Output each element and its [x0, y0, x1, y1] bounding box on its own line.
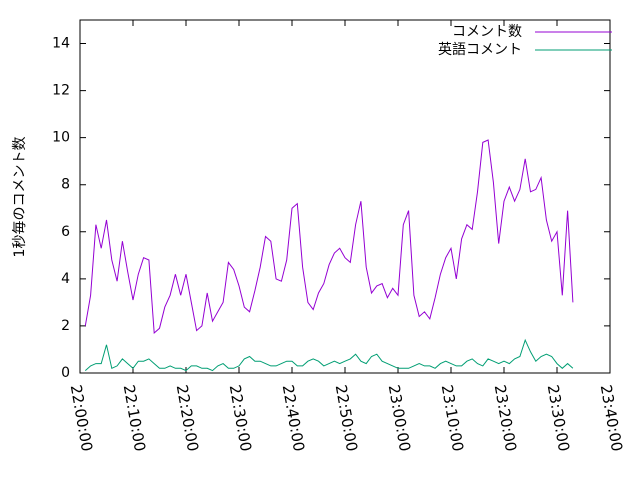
x-tick-label: 22:00:00 [67, 383, 96, 452]
y-tick-label: 10 [52, 130, 70, 146]
x-tick-label: 22:30:00 [226, 383, 255, 452]
x-tick-label: 23:10:00 [438, 383, 467, 452]
legend-label: 英語コメント [438, 41, 522, 58]
data-line [84, 338, 574, 372]
y-tick-label: 12 [52, 83, 70, 99]
legend-label: コメント数 [452, 24, 522, 40]
x-tick-label: 22:10:00 [120, 383, 149, 452]
x-tick-label: 22:20:00 [173, 383, 202, 452]
x-tick-label: 22:40:00 [279, 383, 308, 452]
x-tick-label: 22:50:00 [332, 383, 361, 452]
x-tick-label: 23:40:00 [597, 383, 626, 452]
y-axis-label: 1秒毎のコメント数 [12, 137, 28, 258]
y-tick-label: 14 [52, 36, 70, 52]
x-tick-label: 23:30:00 [544, 383, 573, 452]
x-tick-label: 23:00:00 [385, 383, 414, 452]
y-tick-label: 4 [61, 271, 70, 287]
y-tick-label: 0 [61, 365, 70, 381]
y-tick-label: 6 [61, 224, 70, 240]
y-tick-label: 2 [61, 318, 70, 334]
y-tick-label: 8 [61, 177, 70, 193]
data-line [84, 139, 574, 335]
x-tick-label: 23:20:00 [491, 383, 520, 452]
plot-frame [79, 19, 611, 374]
